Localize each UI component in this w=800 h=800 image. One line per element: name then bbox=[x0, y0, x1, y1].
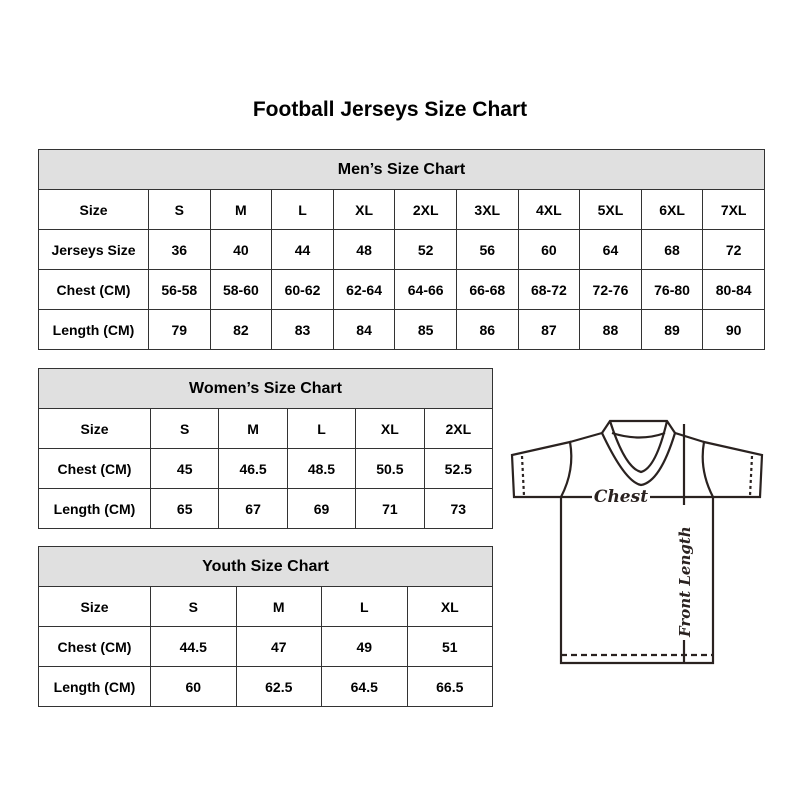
table-cell: 50.5 bbox=[355, 448, 425, 489]
table-cell: 73 bbox=[423, 488, 494, 529]
table-cell: 60 bbox=[517, 229, 581, 270]
chest-label: Chest bbox=[594, 487, 648, 507]
table-cell: 52 bbox=[394, 229, 457, 270]
table-cell: 56-58 bbox=[148, 269, 211, 310]
table-cell: 68 bbox=[640, 229, 704, 270]
table-cell: 64-66 bbox=[394, 269, 457, 310]
table-cell: 85 bbox=[394, 309, 457, 350]
youth-size-table: Youth Size Chart Size S M L XL Chest (CM) 44.5 4… bbox=[37, 546, 494, 707]
mens-size-table: Men’s Size Chart Size S M L XL 2XL 3XL 4XL 5XL 6XL… bbox=[38, 149, 765, 350]
table-heading: Men’s Size Chart bbox=[38, 149, 765, 190]
table-row: Chest (CM) 45 46.5 48.5 50.5 52.5 bbox=[38, 448, 494, 489]
table-heading: Youth Size Chart bbox=[37, 546, 494, 587]
table-cell: XL bbox=[406, 586, 494, 627]
table-cell: 44 bbox=[271, 229, 334, 270]
table-cell: 86 bbox=[455, 309, 519, 350]
row-label: Length (CM) bbox=[38, 309, 149, 350]
table-cell: 64 bbox=[579, 229, 642, 270]
table-cell: 90 bbox=[702, 309, 765, 350]
table-cell: L bbox=[271, 189, 334, 230]
table-cell: 68-72 bbox=[517, 269, 581, 310]
table-row: Jerseys Size 36 40 44 48 52 56 60 64 68 72 bbox=[38, 229, 765, 270]
table-cell: 82 bbox=[209, 309, 273, 350]
table-cell: M bbox=[235, 586, 322, 627]
table-cell: XL bbox=[355, 408, 425, 449]
row-label: Chest (CM) bbox=[38, 626, 151, 667]
table-cell: 44.5 bbox=[150, 626, 237, 667]
table-row: Chest (CM) 56-58 58-60 60-62 62-64 64-66 66-68… bbox=[38, 269, 765, 310]
table-cell: 2XL bbox=[423, 408, 494, 449]
row-label: Chest (CM) bbox=[38, 448, 151, 489]
table-row: Size S M L XL 2XL bbox=[38, 408, 494, 449]
table-cell: 84 bbox=[332, 309, 396, 350]
table-cell: S bbox=[150, 586, 237, 627]
row-label: Length (CM) bbox=[38, 488, 151, 529]
table-cell: 62.5 bbox=[235, 666, 322, 707]
table-cell: 79 bbox=[148, 309, 211, 350]
table-cell: 72-76 bbox=[579, 269, 642, 310]
table-cell: 62-64 bbox=[332, 269, 396, 310]
womens-size-table: Women’s Size Chart Size S M L XL 2XL Chest (CM)… bbox=[37, 368, 494, 529]
page-title: Football Jerseys Size Chart bbox=[252, 98, 528, 121]
row-label: Chest (CM) bbox=[38, 269, 149, 310]
table-cell: L bbox=[286, 408, 357, 449]
table-cell: 60 bbox=[150, 666, 237, 707]
table-cell: 80-84 bbox=[702, 269, 765, 310]
table-cell: 7XL bbox=[702, 189, 765, 230]
table-heading: Women’s Size Chart bbox=[37, 368, 494, 409]
jersey-diagram: Chest Front Length bbox=[510, 419, 764, 665]
table-cell: 6XL bbox=[640, 189, 704, 230]
table-cell: 66.5 bbox=[406, 666, 494, 707]
table-cell: M bbox=[209, 189, 273, 230]
row-label: Size bbox=[38, 586, 151, 627]
table-cell: 87 bbox=[517, 309, 581, 350]
table-cell: S bbox=[148, 189, 211, 230]
table-cell: S bbox=[149, 408, 220, 449]
table-row: Length (CM) 79 82 83 84 85 86 87 88 89 90 bbox=[38, 309, 765, 350]
table-cell: 52.5 bbox=[423, 448, 494, 489]
front-length-label: Front Length bbox=[676, 526, 694, 638]
table-cell: M bbox=[218, 408, 288, 449]
table-cell: 71 bbox=[355, 488, 425, 529]
table-cell: L bbox=[321, 586, 408, 627]
table-cell: 45 bbox=[149, 448, 220, 489]
row-label: Jerseys Size bbox=[38, 229, 149, 270]
table-cell: 56 bbox=[455, 229, 519, 270]
table-cell: 47 bbox=[235, 626, 322, 667]
table-cell: 64.5 bbox=[321, 666, 408, 707]
table-cell: 65 bbox=[149, 488, 220, 529]
row-label: Length (CM) bbox=[38, 666, 151, 707]
table-row: Length (CM) 65 67 69 71 73 bbox=[38, 488, 494, 529]
table-cell: 36 bbox=[148, 229, 211, 270]
table-cell: 67 bbox=[218, 488, 288, 529]
table-cell: 40 bbox=[209, 229, 273, 270]
table-row: Size S M L XL bbox=[38, 586, 494, 627]
table-cell: 5XL bbox=[579, 189, 642, 230]
table-cell: 83 bbox=[271, 309, 334, 350]
table-cell: 76-80 bbox=[640, 269, 704, 310]
row-label: Size bbox=[38, 408, 151, 449]
table-cell: 4XL bbox=[517, 189, 581, 230]
table-cell: 49 bbox=[321, 626, 408, 667]
table-cell: 66-68 bbox=[455, 269, 519, 310]
table-row: Size S M L XL 2XL 3XL 4XL 5XL 6XL 7XL bbox=[38, 189, 765, 230]
table-cell: XL bbox=[332, 189, 396, 230]
table-cell: 48.5 bbox=[286, 448, 357, 489]
table-cell: 51 bbox=[406, 626, 494, 667]
table-cell: 60-62 bbox=[271, 269, 334, 310]
table-row: Chest (CM) 44.5 47 49 51 bbox=[38, 626, 494, 667]
table-cell: 88 bbox=[579, 309, 642, 350]
table-cell: 69 bbox=[286, 488, 357, 529]
table-cell: 2XL bbox=[394, 189, 457, 230]
table-cell: 72 bbox=[702, 229, 765, 270]
table-cell: 3XL bbox=[455, 189, 519, 230]
table-cell: 58-60 bbox=[209, 269, 273, 310]
row-label: Size bbox=[38, 189, 149, 230]
table-cell: 46.5 bbox=[218, 448, 288, 489]
table-cell: 89 bbox=[640, 309, 704, 350]
table-row: Length (CM) 60 62.5 64.5 66.5 bbox=[38, 666, 494, 707]
table-cell: 48 bbox=[332, 229, 396, 270]
